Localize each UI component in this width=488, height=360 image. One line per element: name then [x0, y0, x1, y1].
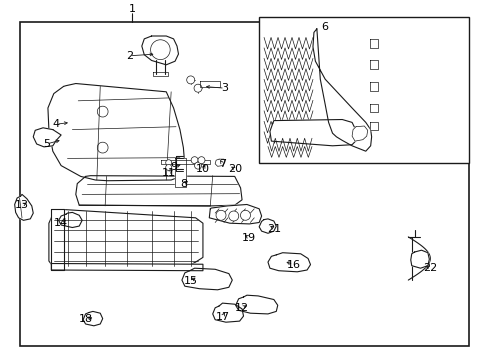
Circle shape [186, 76, 194, 84]
Polygon shape [49, 210, 203, 267]
Circle shape [194, 162, 201, 169]
Circle shape [165, 165, 171, 170]
Circle shape [165, 160, 171, 166]
Polygon shape [215, 159, 224, 166]
Text: 18: 18 [79, 314, 92, 324]
Polygon shape [369, 60, 377, 69]
Text: 11: 11 [162, 168, 175, 178]
Polygon shape [51, 264, 203, 271]
Text: 8: 8 [180, 179, 186, 189]
Text: 7: 7 [219, 159, 225, 169]
Text: 14: 14 [54, 218, 68, 228]
Polygon shape [369, 82, 377, 91]
Text: 9: 9 [170, 162, 177, 172]
Polygon shape [182, 268, 232, 290]
Text: 6: 6 [321, 22, 328, 32]
Polygon shape [142, 36, 178, 65]
Text: 10: 10 [196, 164, 209, 174]
Polygon shape [259, 219, 276, 233]
Text: 15: 15 [183, 276, 197, 286]
Polygon shape [175, 158, 185, 187]
Circle shape [240, 210, 250, 220]
Text: 1: 1 [128, 4, 135, 14]
Polygon shape [235, 295, 277, 314]
Polygon shape [161, 160, 210, 164]
Text: 22: 22 [422, 263, 437, 273]
Polygon shape [369, 104, 377, 112]
Text: 4: 4 [53, 119, 60, 129]
Polygon shape [33, 128, 61, 147]
Polygon shape [267, 253, 310, 272]
Text: 5: 5 [43, 139, 50, 149]
Circle shape [198, 157, 204, 164]
Text: 16: 16 [286, 260, 300, 270]
Polygon shape [152, 72, 168, 76]
Polygon shape [369, 39, 377, 48]
Polygon shape [83, 311, 102, 326]
Polygon shape [76, 176, 242, 206]
Text: 17: 17 [215, 312, 229, 322]
Text: 12: 12 [235, 303, 248, 313]
Text: 13: 13 [15, 200, 29, 210]
Polygon shape [51, 209, 63, 270]
Polygon shape [59, 212, 82, 228]
Text: 19: 19 [242, 233, 256, 243]
Polygon shape [351, 126, 367, 141]
Polygon shape [48, 84, 184, 181]
Polygon shape [410, 250, 428, 268]
Circle shape [194, 84, 202, 92]
Polygon shape [269, 120, 356, 146]
Circle shape [216, 210, 225, 220]
Polygon shape [369, 122, 377, 130]
Text: 3: 3 [221, 83, 228, 93]
Polygon shape [199, 81, 220, 87]
Polygon shape [312, 29, 371, 151]
Circle shape [191, 157, 198, 164]
Text: 20: 20 [227, 164, 241, 174]
Polygon shape [209, 204, 261, 224]
Bar [259, 17, 468, 163]
Polygon shape [15, 194, 33, 220]
Circle shape [228, 211, 238, 221]
Polygon shape [212, 303, 243, 322]
Text: 2: 2 [126, 51, 133, 61]
Text: 21: 21 [266, 224, 280, 234]
